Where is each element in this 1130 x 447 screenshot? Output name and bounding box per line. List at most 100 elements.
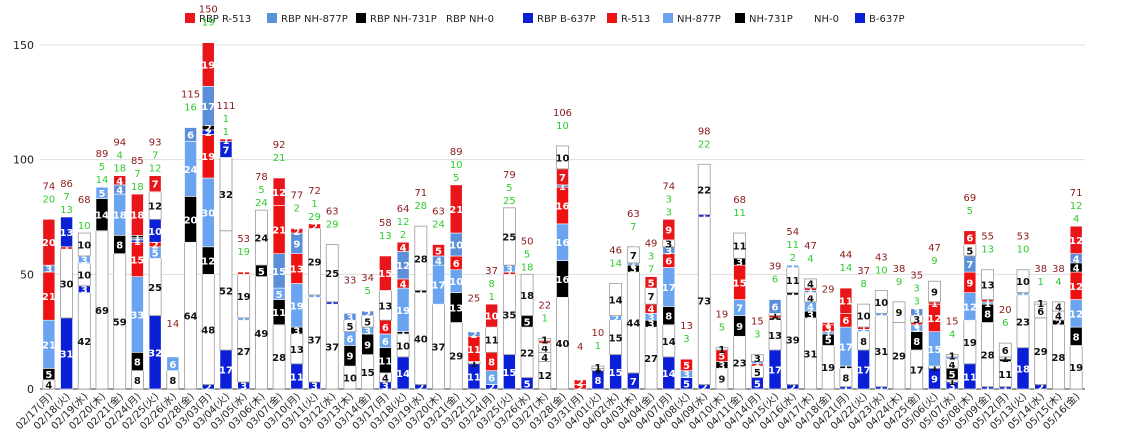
bar-segment-label: 11 [272,308,286,319]
bar-segment-label: 9 [293,239,300,250]
bar-segment-label: 3 [506,265,513,276]
bar-segment-label: 59 [113,317,127,328]
bar-segment-label: 9 [346,352,353,363]
bar-segment-label: 1 [860,327,867,338]
bar-stack: 42 3 10 3 10 68 10 [77,195,91,390]
legend-label: RBP R-513 [199,14,251,25]
bar-green-label: 16 [184,103,197,114]
bar-total-label: 93 [149,138,162,149]
bar-segment-label: 22 [697,185,711,196]
bar-segment-label: 11 [839,297,853,308]
bar-segment-label: 5 [364,317,371,328]
bar-segment-label: 5 [152,249,159,260]
bar-segment-label: 5 [683,379,690,390]
bar-segment-label: 1 [842,384,849,395]
bar-segment-label: 9 [718,375,725,386]
bar-segment-label: 1 [1002,354,1009,365]
bar-segment-label: 21 [272,226,286,237]
bar-total-label: 53 [237,234,250,245]
bar-segment-label: 5 [99,189,106,200]
bar-green-label: 1 [595,341,601,352]
bar-segment [77,232,91,257]
bar-segment-label: 1 [789,290,796,301]
bar-segment-label: 2 [1055,318,1062,329]
bar-segment-label: 4 [807,293,814,304]
legend-swatch [356,13,366,23]
bar-segment-label: 42 [77,337,91,348]
bar-green-label: 18 [521,262,534,273]
bar-green-label: 7 [134,169,140,180]
bar-segment-label: 28 [272,353,286,364]
bar-segment-label: 8 [842,374,849,385]
bar-segment [42,218,56,266]
bar-segment-label: 1 [630,260,637,271]
bar-segment-label: 8 [134,376,141,387]
bar-segment-label: 27 [237,347,251,358]
bar-segment-label: 1 [984,297,991,308]
bar-segment-label: 1 [134,237,141,248]
bar-segment-label: 5 [524,379,531,390]
bar-segment [910,308,924,316]
bar-segment-label: 5 [524,317,531,328]
bar-green-label: 13 [981,245,994,256]
bar-segment-label: 3 [382,382,389,393]
bar-segment-label: 6 [665,257,672,268]
bar-segment-label: 28 [981,351,995,362]
bar-segment-label: 8 [913,337,920,348]
bar-green-label: 9 [896,277,902,288]
bar-green-label: 13 [379,231,392,242]
bar-stack: 8 6 14 [166,319,180,390]
bar-segment-label: 5 [754,368,761,379]
bar-stack: 37 17 45 63 24 [432,207,446,390]
bar-green-label: 5 [967,206,973,217]
bar-segment-label: 14 [662,337,676,348]
bar-segment-label: 1 [754,359,761,370]
legend-label: RBP NH-731P [370,14,437,25]
bar-total-label: 43 [875,252,888,263]
bar-segment-label: 1 [931,363,938,374]
bar-segment-label: 7 [222,145,229,156]
bar-segment-label: 3 [949,382,956,393]
bar-segment-label: 2 [701,383,708,394]
bar-total-label: 111 [216,101,235,112]
legend-swatch [523,13,533,23]
bar-segment-label: 3 [311,382,318,393]
bar-segment-label: 29 [308,258,322,269]
bar-total-label: 10 [592,328,605,339]
bar-segment-label: 1 [701,212,708,223]
bar-stack: 40 16 16 16 17 10 106 10 [553,108,572,390]
bar-segment-label: 13 [449,304,463,315]
bar-stack: 23 9 7 15 3 11 68 11 [733,195,747,390]
bar-segment [945,354,959,358]
bar-total-label: 55 [981,232,994,243]
bar-segment-label: 15 [927,345,941,356]
bar-stack: 37 1 25 63 29 [325,207,339,390]
bar-segment [414,225,428,291]
bar-segment-label: 5 [718,352,725,363]
bar-segment-label: 3 [45,265,52,276]
bar-segment-label: 17 [201,102,215,113]
bar-green-label: 22 [698,139,711,150]
bar-segment-label: 1 [807,285,814,296]
bar-total-label: 86 [60,179,73,190]
bar-green-label: 6 [772,275,778,286]
bar-green-label: 3 [914,284,920,295]
bar-total-label: 25 [468,294,481,305]
bar-segment-label: 2 [205,124,212,135]
bar-green-label: 10 [450,160,463,171]
bar-segment-label: 7 [966,260,973,271]
bar-segment-label: 1 [789,262,796,273]
legend-label: RBP B-637P [537,14,596,25]
bar-segment-label: 25 [148,283,162,294]
bar-green-label: 29 [308,212,321,223]
bar-segment-label: 25 [325,269,339,280]
bar-green-label: 5 [524,249,530,260]
bar-green-label: 14 [96,175,109,186]
bar-green-label: 28 [414,201,427,212]
bar-green-label: 18 [113,164,126,175]
bar-segment-label: 24 [254,234,268,245]
